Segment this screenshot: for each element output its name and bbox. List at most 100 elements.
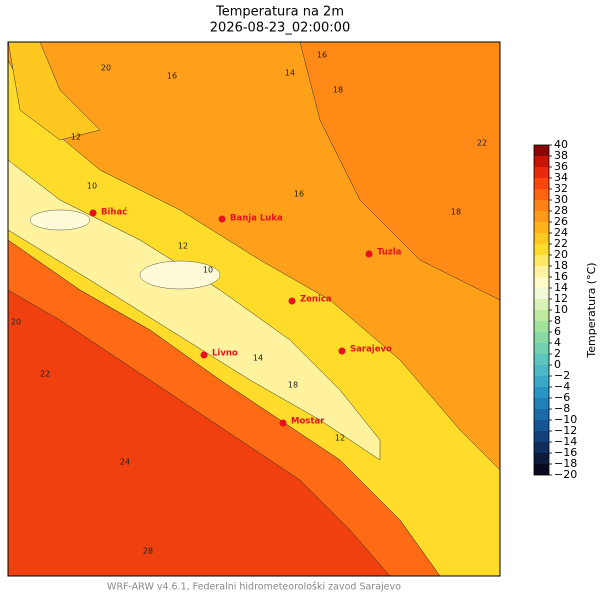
city-label: Bihać [101,207,127,218]
colorbar-segment [534,409,549,420]
colorbar-tick-label: 40 [554,138,568,151]
colorbar-segment [534,277,549,288]
colorbar-segment [534,189,549,200]
colorbar: −20−18−16−14−12−10−8−6−4−202468101214161… [533,138,577,481]
colorbar-tick-label: 26 [554,215,568,228]
colorbar-segment [534,288,549,299]
colorbar-segment [534,398,549,409]
colorbar-segment [534,156,549,167]
colorbar-segment [534,244,549,255]
city-label: Livno [212,349,238,359]
contour-label: 22 [40,370,50,379]
contour-label: 12 [178,242,188,251]
city: Mostar [279,417,325,427]
colorbar-tick-label: 14 [554,281,568,294]
colorbar-segment [534,442,549,453]
contour-label: 12 [335,434,345,443]
colorbar-tick-label: 20 [554,248,568,261]
colorbar-tick-label: 12 [554,292,568,305]
contour-label: 10 [87,182,97,191]
contour-label: 12 [71,133,81,142]
colorbar-tick-label: 34 [554,171,568,184]
colorbar-segment [534,431,549,442]
colorbar-segment [534,233,549,244]
colorbar-segment [534,464,549,475]
colorbar-tick-label: −16 [554,446,577,459]
colorbar-tick-label: −18 [554,457,577,470]
contour-label: 16 [294,190,304,199]
city: Zenica [288,295,332,305]
city: Banja Luka [218,214,283,224]
contour-label: 22 [477,139,487,148]
colorbar-tick-label: −12 [554,424,577,437]
title: Temperatura na 2m [215,5,344,20]
city-label: Zenica [300,295,332,305]
colorbar-segment [534,299,549,310]
city: Livno [200,349,238,359]
colorbar-segment [534,321,549,332]
contour-label: 24 [120,458,130,467]
city-label: Mostar [291,417,325,427]
colorbar-segment [534,387,549,398]
colorbar-tick-label: 38 [554,149,568,162]
contour-label: 18 [451,208,461,217]
city-label: Tuzla [377,248,402,258]
colorbar-tick-label: 6 [554,325,561,338]
colorbar-segment [534,145,549,156]
city-label: Sarajevo [350,345,392,355]
colorbar-tick-label: −14 [554,435,577,448]
contour-label: 16 [317,51,327,60]
colorbar-segment [534,332,549,343]
city: Tuzla [365,248,402,258]
colorbar-tick-label: −6 [554,391,570,404]
colorbar-segment [534,453,549,464]
footer: WRF-ARW v4.6.1, Federalni hidrometeorolo… [107,582,401,593]
contour-label: 18 [288,381,298,390]
contour-label: 10 [203,266,213,275]
colorbar-segment [534,365,549,376]
contour-label: 20 [101,64,111,73]
colorbar-segment [534,376,549,387]
colorbar-tick-label: −4 [554,380,570,393]
colorbar-segment [534,310,549,321]
colorbar-segment [534,200,549,211]
contour-label: 20 [11,318,21,327]
subtitle: 2026-08-23_02:00:00 [210,21,350,36]
colorbar-tick-label: −2 [554,369,570,382]
colorbar-tick-label: 16 [554,270,568,283]
colorbar-tick-label: −10 [554,413,577,426]
map: 20 16 14 16 18 12 10 16 18 12 22 24 28 2… [8,42,500,576]
colorbar-segment [534,222,549,233]
map-frame [7,41,501,577]
colorbar-segment [534,167,549,178]
city: Bihać [89,207,127,218]
colorbar-tick-label: 4 [554,336,561,349]
colorbar-tick-label: 2 [554,347,561,360]
colorbar-segment [534,178,549,189]
city-label: Banja Luka [230,214,283,224]
colorbar-segment [534,343,549,354]
colorbar-segment [534,354,549,365]
colorbar-tick-label: 22 [554,237,568,250]
contour-label: 14 [253,354,263,363]
contour-label: 16 [167,72,177,81]
contour-label: 28 [143,547,153,556]
colorbar-tick-label: 18 [554,259,568,272]
contour-label: 14 [285,69,295,78]
colorbar-tick-label: 28 [554,204,568,217]
colorbar-tick-label: 30 [554,193,568,206]
colorbar-segment [534,266,549,277]
colorbar-tick-label: 24 [554,226,568,239]
colorbar-tick-label: 36 [554,160,568,173]
city: Sarajevo [338,345,392,355]
colorbar-tick-label: 8 [554,314,561,327]
colorbar-segment [534,255,549,266]
colorbar-segment [534,420,549,431]
colorbar-label: Temperatura (°C) [585,262,598,358]
colorbar-tick-label: 0 [554,358,561,371]
colorbar-tick-label: 10 [554,303,568,316]
colorbar-tick-label: 32 [554,182,568,195]
colorbar-tick-label: −20 [554,468,577,481]
colorbar-tick-label: −8 [554,402,570,415]
